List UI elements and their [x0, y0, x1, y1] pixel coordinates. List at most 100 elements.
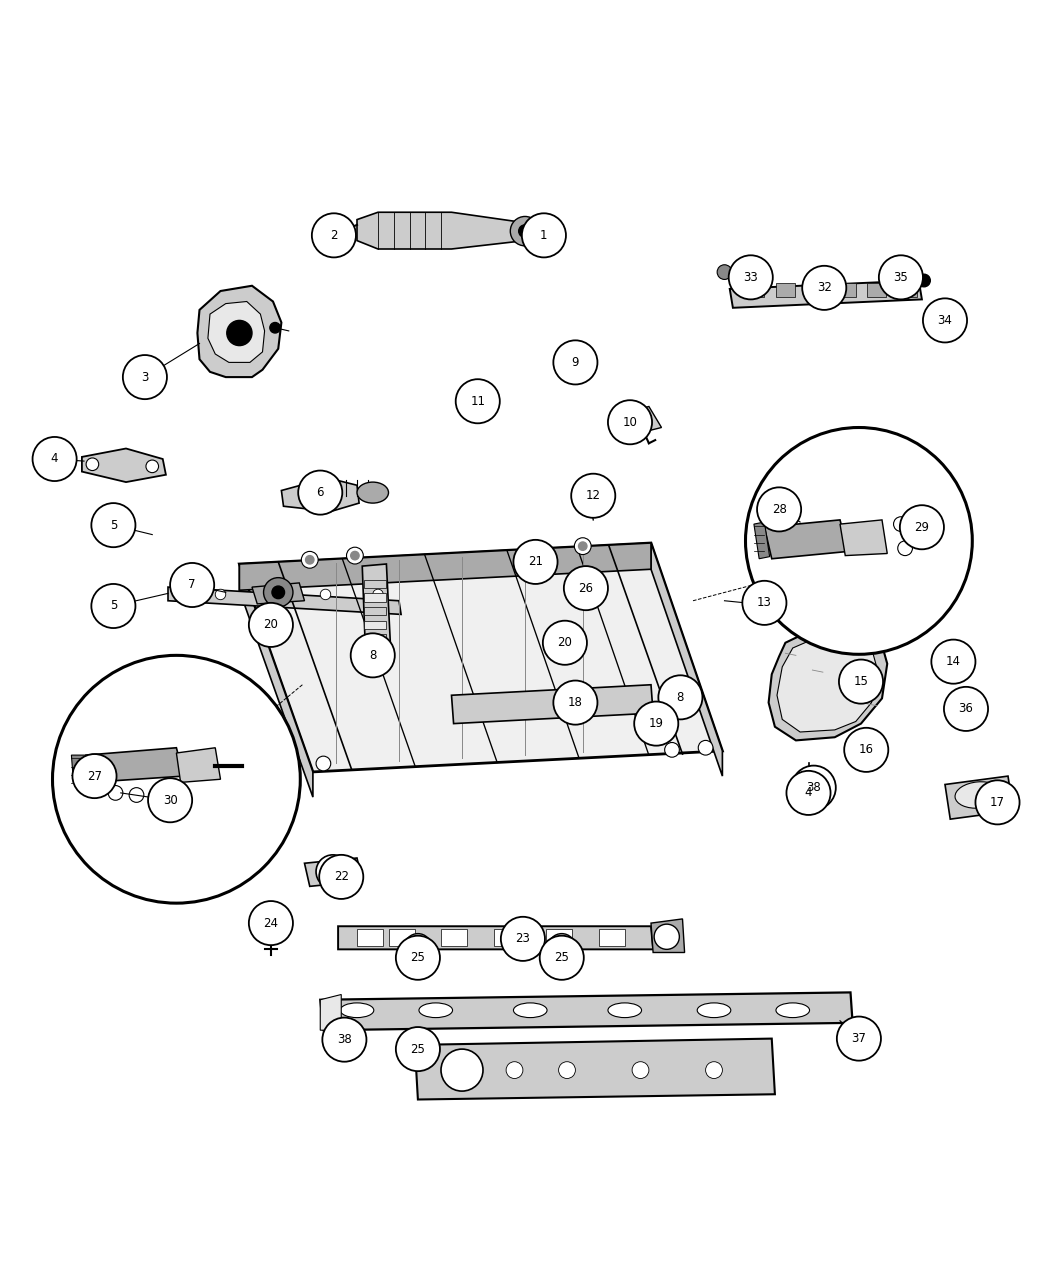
Polygon shape: [320, 992, 853, 1030]
Text: 27: 27: [87, 770, 102, 783]
Circle shape: [531, 544, 540, 552]
Circle shape: [268, 589, 278, 599]
Circle shape: [33, 437, 77, 481]
Polygon shape: [945, 776, 1013, 819]
Text: 4: 4: [804, 787, 813, 799]
Circle shape: [351, 551, 359, 560]
Circle shape: [86, 458, 99, 470]
Circle shape: [146, 460, 159, 473]
Text: 2: 2: [330, 228, 338, 242]
Polygon shape: [730, 280, 922, 307]
Circle shape: [510, 217, 540, 246]
Polygon shape: [304, 858, 362, 886]
Circle shape: [540, 936, 584, 979]
Text: 8: 8: [676, 691, 685, 704]
Text: 33: 33: [743, 270, 758, 284]
Ellipse shape: [419, 1003, 453, 1017]
Circle shape: [898, 541, 912, 556]
Circle shape: [298, 470, 342, 515]
Circle shape: [320, 589, 331, 599]
Polygon shape: [357, 212, 525, 249]
Circle shape: [322, 1017, 366, 1062]
Text: 23: 23: [516, 932, 530, 945]
Circle shape: [844, 728, 888, 771]
Polygon shape: [837, 283, 856, 297]
Text: 37: 37: [852, 1031, 866, 1046]
Polygon shape: [728, 272, 751, 286]
Polygon shape: [208, 301, 265, 362]
Text: 35: 35: [894, 270, 908, 284]
Circle shape: [264, 578, 293, 607]
Circle shape: [170, 564, 214, 607]
Circle shape: [894, 516, 908, 532]
Circle shape: [72, 754, 117, 798]
Circle shape: [316, 756, 331, 771]
Circle shape: [576, 579, 595, 598]
Polygon shape: [168, 586, 401, 615]
Text: 25: 25: [554, 951, 569, 964]
Circle shape: [900, 505, 944, 550]
Circle shape: [412, 1035, 424, 1048]
Circle shape: [327, 866, 339, 878]
Circle shape: [564, 348, 581, 365]
Polygon shape: [239, 564, 313, 797]
Circle shape: [684, 686, 692, 694]
Text: 25: 25: [411, 951, 425, 964]
Polygon shape: [754, 521, 770, 558]
Polygon shape: [950, 695, 985, 724]
Circle shape: [271, 759, 286, 773]
Circle shape: [527, 539, 544, 557]
Circle shape: [87, 783, 102, 797]
Text: 30: 30: [163, 794, 177, 807]
Circle shape: [553, 681, 597, 724]
Circle shape: [519, 224, 531, 237]
Circle shape: [527, 551, 548, 572]
Polygon shape: [415, 1039, 775, 1099]
Circle shape: [331, 223, 345, 237]
Polygon shape: [364, 635, 386, 643]
Circle shape: [412, 941, 424, 954]
Text: 10: 10: [623, 416, 637, 428]
Polygon shape: [364, 593, 386, 602]
Circle shape: [837, 1016, 881, 1061]
Circle shape: [634, 701, 678, 746]
Circle shape: [91, 504, 135, 547]
Circle shape: [580, 482, 601, 504]
Circle shape: [574, 538, 591, 555]
Circle shape: [729, 255, 773, 300]
Ellipse shape: [357, 482, 388, 504]
Ellipse shape: [776, 1003, 810, 1017]
Circle shape: [632, 1062, 649, 1079]
Circle shape: [585, 487, 595, 497]
Circle shape: [564, 566, 608, 611]
Circle shape: [665, 742, 679, 757]
Polygon shape: [197, 286, 281, 377]
Circle shape: [717, 265, 732, 279]
Circle shape: [654, 924, 679, 950]
Polygon shape: [840, 520, 887, 556]
Circle shape: [404, 1035, 432, 1063]
Circle shape: [662, 700, 678, 718]
Polygon shape: [71, 755, 86, 783]
Circle shape: [678, 681, 697, 700]
Circle shape: [802, 265, 846, 310]
Text: 19: 19: [649, 717, 664, 731]
Ellipse shape: [697, 1003, 731, 1017]
Text: 14: 14: [946, 655, 961, 668]
Circle shape: [249, 603, 293, 646]
Circle shape: [501, 917, 545, 961]
Text: 5: 5: [109, 519, 118, 532]
Circle shape: [799, 778, 818, 796]
Text: 7: 7: [188, 579, 196, 592]
Circle shape: [184, 589, 194, 599]
Circle shape: [306, 556, 314, 564]
Polygon shape: [357, 929, 383, 946]
Circle shape: [918, 274, 930, 287]
Text: 9: 9: [571, 356, 580, 368]
Circle shape: [555, 941, 568, 954]
Circle shape: [533, 557, 542, 566]
Polygon shape: [364, 621, 386, 629]
Circle shape: [412, 1043, 424, 1056]
Circle shape: [215, 589, 226, 599]
Polygon shape: [598, 929, 625, 946]
